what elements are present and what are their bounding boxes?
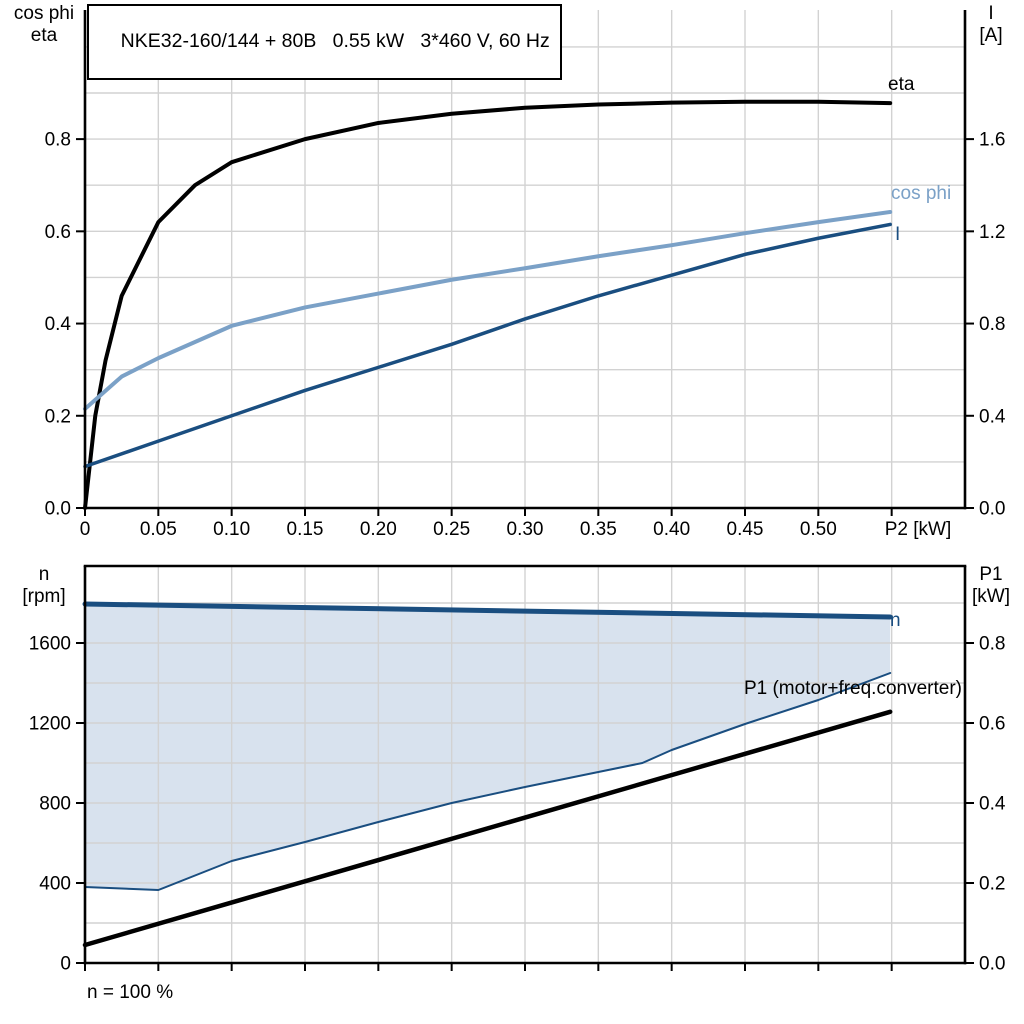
series-cos-phi: [83, 209, 893, 411]
axis-title-speed-unit: [rpm]: [22, 586, 66, 607]
top-left-axis-title: cos phi eta: [0, 3, 88, 47]
x-tick-label: 0.20: [360, 519, 397, 540]
cos-phi-curve-label: cos phi: [891, 183, 952, 204]
x-tick-label: 0.30: [507, 519, 544, 540]
left-tick-label: 1200: [29, 714, 71, 735]
x-tick-label: 0.50: [800, 519, 837, 540]
x-tick-label: 0.15: [287, 519, 324, 540]
axis-title-current: I: [988, 3, 994, 24]
right-tick-label: 0.8: [979, 314, 1005, 335]
left-tick-label: 400: [39, 874, 71, 895]
left-tick-label: 800: [39, 794, 71, 815]
tick-marks: [76, 642, 974, 971]
axis-title-p1: P1: [979, 564, 1003, 585]
chart-group-0: 0 0.05 0.10 0.15 0.20 0.25 0.30 0.35 0.40 0.45 0.5…: [45, 10, 1006, 540]
series-n-min: [84, 672, 892, 891]
chart-title-box: NKE32-160/144 + 80B 0.55 kW 3*460 V, 60 …: [87, 4, 562, 80]
left-tick-label: 0.8: [45, 130, 71, 151]
x-tick-label: 0.25: [433, 519, 470, 540]
operating-range-fill: [85, 604, 891, 890]
axis-title-speed: n: [38, 564, 50, 585]
chart-title: NKE32-160/144 + 80B 0.55 kW 3*460 V, 60 …: [120, 30, 550, 52]
right-tick-label: 1.6: [979, 130, 1005, 151]
right-tick-label: 0.0: [979, 499, 1005, 520]
right-tick-label: 0.6: [979, 714, 1005, 735]
top-right-axis-title: I [A]: [960, 3, 1022, 47]
speed-percentage-note: n = 100 %: [87, 982, 174, 1003]
right-tick-label: 0.0: [979, 954, 1005, 975]
left-tick-label: 1600: [29, 634, 71, 655]
eta-curve-label: eta: [888, 74, 915, 95]
right-tick-label: 0.2: [979, 874, 1005, 895]
tick-marks: [76, 138, 974, 516]
tick-labels: 0 400 800 1200 1600 0.0 0.2 0.4 0.6 0.8: [29, 634, 1006, 975]
bottom-right-axis-title: P1 [kW]: [960, 564, 1022, 608]
axis-title-eta: eta: [30, 25, 58, 46]
right-tick-label: 0.4: [979, 794, 1006, 815]
left-tick-label: 0.0: [45, 499, 71, 520]
gridlines: [85, 566, 965, 963]
speed-curve-label: n: [890, 610, 901, 631]
x-tick-label: 0.35: [580, 519, 617, 540]
right-tick-label: 0.4: [979, 406, 1006, 427]
series-P1: [82, 709, 893, 948]
current-curve-label: I: [895, 224, 901, 245]
axis-title-cos-phi: cos phi: [13, 3, 75, 24]
series-n: [82, 601, 893, 620]
right-tick-label: 1.2: [979, 222, 1005, 243]
x-axis-label: P2 [kW]: [885, 519, 952, 540]
p1-curve-label: P1 (motor+freq.converter): [743, 678, 962, 699]
series-I: [83, 222, 892, 469]
right-tick-label: 0.8: [979, 634, 1005, 655]
axis-title-current-unit: [A]: [979, 25, 1003, 46]
left-tick-label: 0.4: [45, 314, 72, 335]
x-tick-label: 0: [80, 519, 91, 540]
left-tick-label: 0.2: [45, 406, 71, 427]
x-tick-label: 0.05: [140, 519, 177, 540]
bottom-left-axis-title: n [rpm]: [0, 564, 88, 608]
x-tick-label: 0.45: [727, 519, 764, 540]
left-tick-label: 0.6: [45, 222, 71, 243]
series-eta: [83, 99, 893, 510]
gridlines: [85, 10, 965, 508]
tick-labels: 0 0.05 0.10 0.15 0.20 0.25 0.30 0.35 0.40 0.45 0.5…: [45, 130, 1006, 540]
left-tick-label: 0: [60, 954, 71, 975]
x-tick-label: 0.40: [653, 519, 690, 540]
chart-group-1: 0 400 800 1200 1600 0.0 0.2 0.4 0.6 0.8: [29, 564, 1006, 975]
x-tick-label: 0.10: [213, 519, 250, 540]
axis-title-p1-unit: [kW]: [972, 586, 1010, 607]
